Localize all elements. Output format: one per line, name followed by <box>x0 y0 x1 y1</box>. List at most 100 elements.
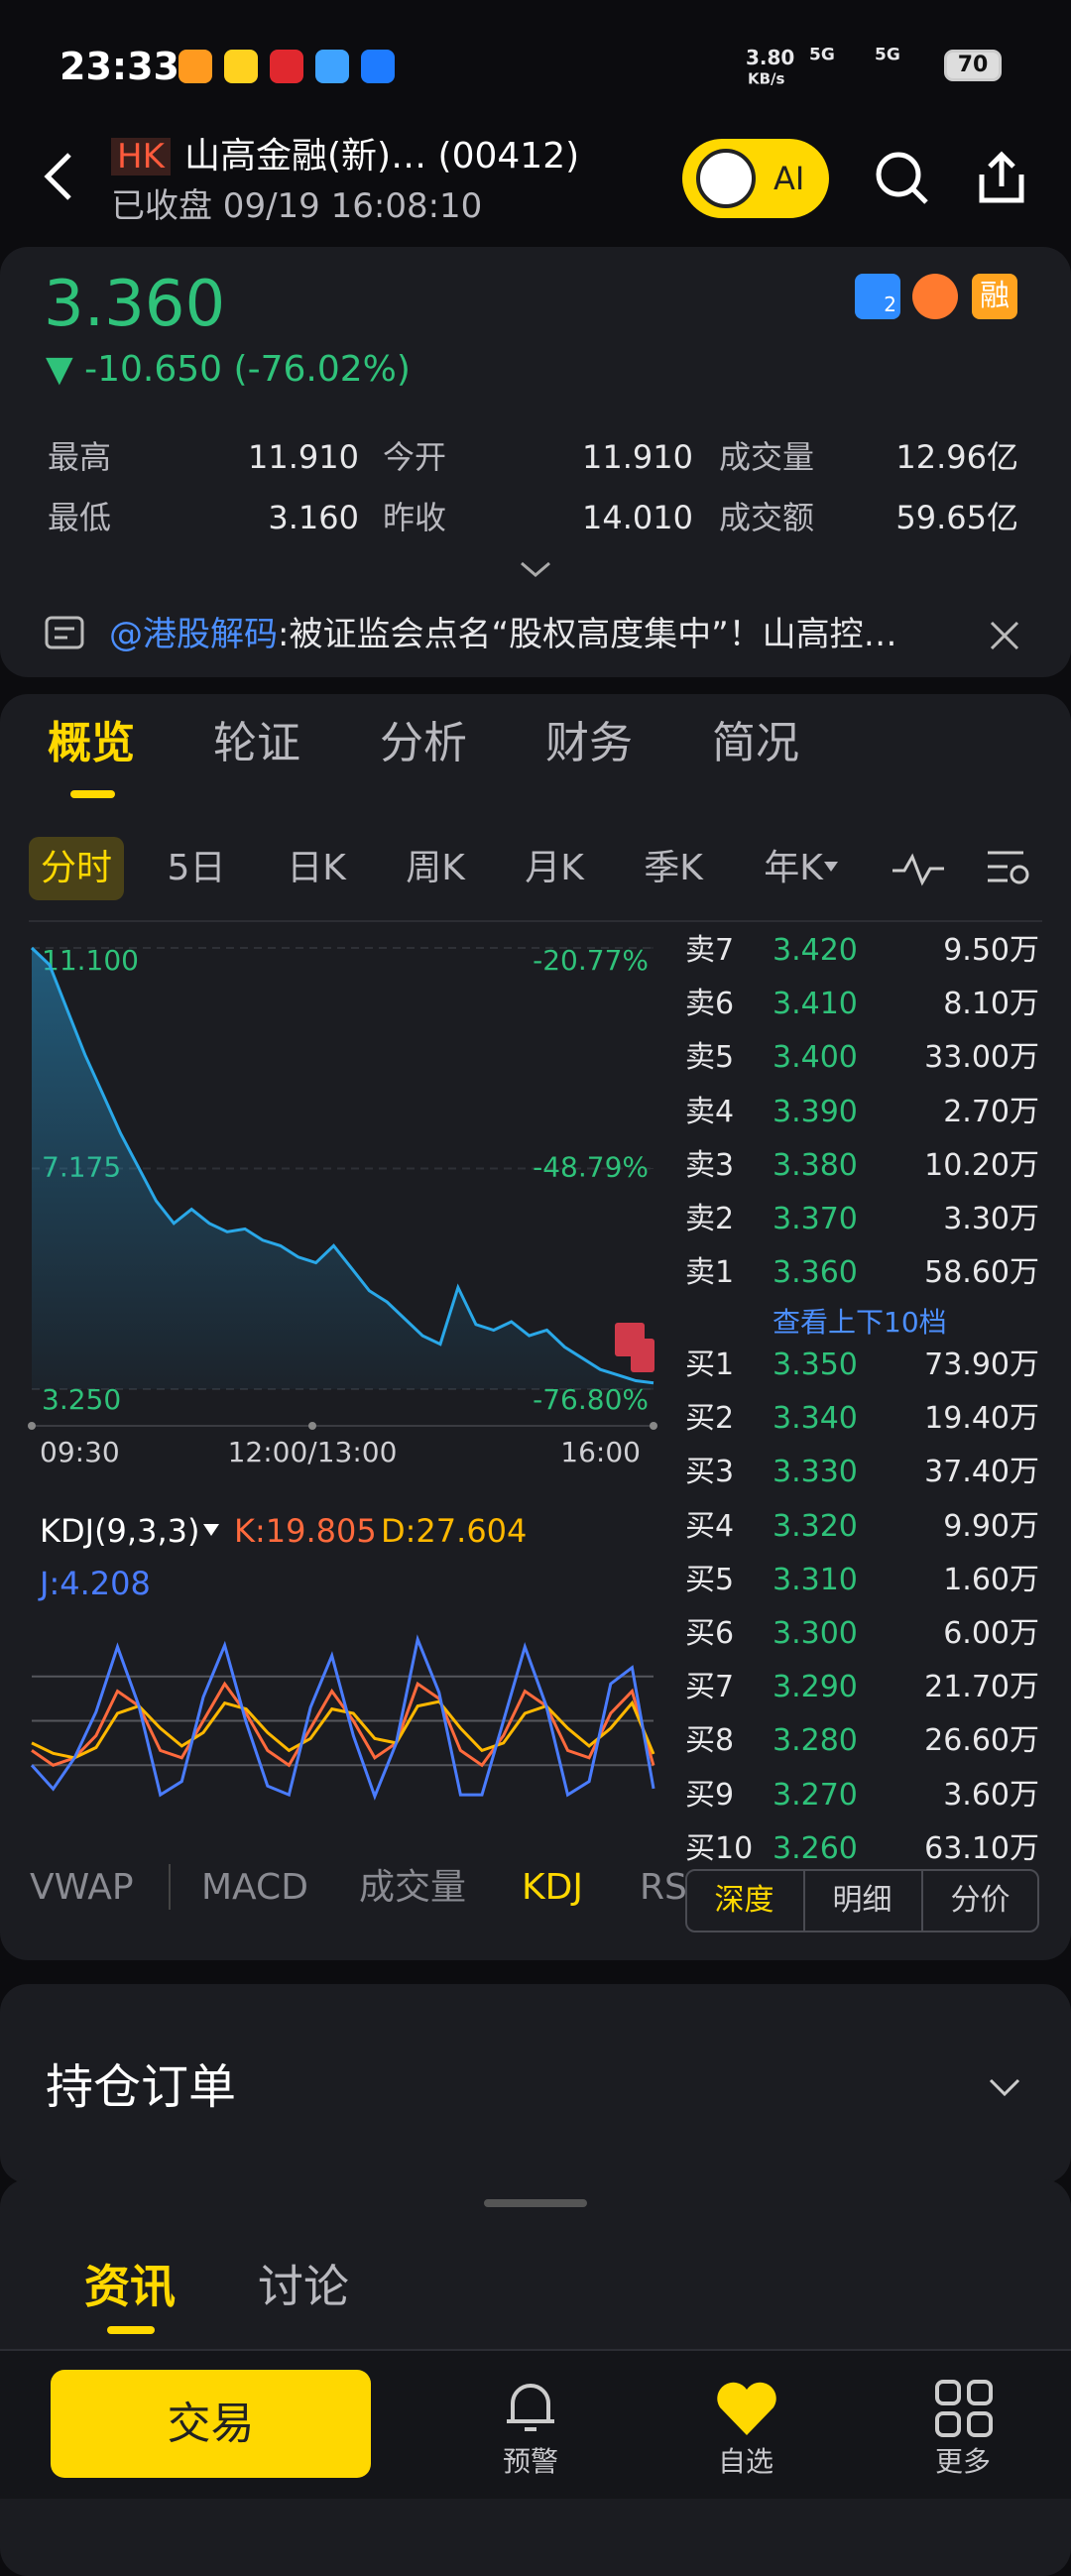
intraday-chart: 11.1007.1753.250-20.77%-48.79%-76.80%09:… <box>28 944 657 1468</box>
close-news[interactable] <box>988 619 1021 652</box>
book-price: 3.310 <box>773 1562 858 1597</box>
period-tab[interactable]: 季K <box>644 848 703 888</box>
indicator-tab[interactable]: KDJ <box>522 1867 583 1908</box>
period-tab[interactable]: 日K <box>287 848 346 888</box>
book-level: 买9 <box>685 1777 735 1813</box>
positions-title: 持仓订单 <box>46 2059 237 2115</box>
book-level: 买10 <box>685 1830 754 1866</box>
feed-tab[interactable]: 资讯 <box>84 2260 176 2313</box>
market-status: 已收盘 09/19 16:08:10 <box>111 186 483 226</box>
news-source: @港股解码 <box>109 615 278 654</box>
y-tick-label: 11.100 <box>42 944 139 977</box>
main-tab[interactable]: 轮证 <box>213 718 300 768</box>
book-price: 3.410 <box>773 987 858 1022</box>
book-price: 3.280 <box>773 1723 858 1759</box>
book-level: 买8 <box>685 1723 735 1759</box>
book-view-tabs <box>685 1869 1039 1932</box>
settings-icon[interactable] <box>984 845 1035 890</box>
kdj-dropdown[interactable] <box>202 1523 220 1537</box>
app-icons <box>178 50 395 87</box>
kdj-line <box>31 1699 655 1760</box>
book-volume: 2.70万 <box>943 1094 1039 1129</box>
book-level: 卖1 <box>685 1255 735 1291</box>
book-price: 3.290 <box>773 1670 858 1705</box>
indicator-tab[interactable]: 成交量 <box>359 1867 467 1908</box>
period-tab[interactable]: 年K <box>764 848 823 888</box>
share-button[interactable] <box>972 149 1031 208</box>
book-price: 3.260 <box>773 1830 858 1866</box>
period-tab[interactable]: 月K <box>525 848 584 888</box>
indicator-icon[interactable] <box>891 849 946 888</box>
page: 23:33 3.80 KB/s 5G 5G 70 HK 山高金融(新)… (00… <box>0 45 1071 2576</box>
main-tab[interactable]: 分析 <box>380 718 467 768</box>
period-tab[interactable]: 周K <box>406 848 465 888</box>
back-button[interactable] <box>40 149 79 204</box>
book-level: 买5 <box>685 1562 735 1597</box>
period-tab[interactable]: 分时 <box>40 848 113 888</box>
divider <box>0 2349 1071 2351</box>
book-more[interactable]: 查看上下10档 <box>773 1306 947 1339</box>
book-level: 卖6 <box>685 987 735 1022</box>
book-level: 买7 <box>685 1670 735 1705</box>
book-view-tab[interactable]: 分价 <box>950 1883 1011 1918</box>
book-price: 3.270 <box>773 1777 858 1813</box>
book-volume: 26.60万 <box>924 1723 1039 1759</box>
indicator-tab[interactable]: RS <box>640 1867 687 1908</box>
nav-item[interactable]: 预警 <box>502 2445 559 2478</box>
book-level: 买6 <box>685 1616 735 1651</box>
book-volume: 1.60万 <box>943 1562 1039 1597</box>
stat-value: 3.160 <box>268 499 359 536</box>
expand-button[interactable] <box>518 557 553 581</box>
nav-item[interactable]: 更多 <box>934 2445 992 2478</box>
stat-value: 11.910 <box>248 438 359 476</box>
tab-separator <box>803 1869 805 1932</box>
main-tab[interactable]: 简况 <box>712 718 799 768</box>
x-tick-label: 12:00/13:00 <box>228 1436 398 1468</box>
news-ticker[interactable]: @港股解码:被证监会点名“股权高度集中”！山高控… <box>109 618 897 651</box>
news-icon <box>45 616 84 649</box>
kdj-legend: J:4.208 <box>40 1565 151 1602</box>
book-level: 买3 <box>685 1455 735 1490</box>
stock-name: 山高金融(新)… (00412) <box>184 136 580 176</box>
book-level: 卖2 <box>685 1202 735 1236</box>
book-volume: 8.10万 <box>943 987 1039 1022</box>
indicator-tab[interactable]: MACD <box>201 1867 308 1908</box>
book-price: 3.370 <box>773 1202 858 1236</box>
book-price: 3.390 <box>773 1094 858 1129</box>
feed-tab[interactable]: 讨论 <box>258 2260 349 2313</box>
positions-card[interactable] <box>0 1984 1071 2183</box>
book-view-tab[interactable]: 明细 <box>832 1883 892 1918</box>
price-line <box>30 946 654 1385</box>
trade-button[interactable]: 交易 <box>51 2370 371 2478</box>
main-tab[interactable]: 财务 <box>545 718 633 768</box>
book-volume: 33.00万 <box>924 1040 1039 1076</box>
book-view-tab[interactable]: 深度 <box>714 1883 774 1918</box>
tab-separator <box>921 1869 923 1932</box>
network: 5G <box>875 45 900 65</box>
book-level: 买2 <box>685 1401 735 1437</box>
y2-tick-label: -20.77% <box>533 944 649 977</box>
stat-label: 最高 <box>48 438 112 476</box>
sheet-handle[interactable] <box>484 2199 587 2207</box>
tab-separator <box>169 1864 171 1910</box>
market-badge: HK <box>111 138 171 176</box>
margin-badge: 融 <box>972 274 1017 319</box>
alert-icon <box>507 2384 554 2431</box>
expand-positions[interactable] <box>988 2076 1021 2098</box>
book-level: 卖5 <box>685 1040 735 1076</box>
dropdown-arrow <box>824 862 838 872</box>
book-price: 3.330 <box>773 1455 858 1490</box>
book-volume: 10.20万 <box>924 1147 1039 1183</box>
search-button[interactable] <box>873 149 932 208</box>
period-tab[interactable]: 5日 <box>167 848 226 888</box>
net-unit: KB/s <box>748 69 785 88</box>
main-tab[interactable]: 概览 <box>48 718 135 768</box>
book-price: 3.340 <box>773 1401 858 1437</box>
price-change: ▼ -10.650 (-76.02%) <box>46 349 411 390</box>
divider <box>29 920 1042 922</box>
indicator-tab[interactable]: VWAP <box>30 1867 134 1908</box>
book-volume: 3.60万 <box>943 1777 1039 1813</box>
ai-button[interactable]: AI <box>682 139 829 218</box>
nav-item[interactable]: 自选 <box>717 2445 774 2478</box>
network: 5G <box>809 45 835 65</box>
